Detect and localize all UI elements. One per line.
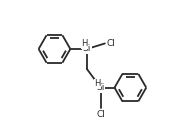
Text: Cl: Cl (96, 110, 105, 119)
Text: Si: Si (83, 44, 91, 54)
Text: Si: Si (97, 83, 105, 92)
Text: Cl: Cl (107, 39, 115, 48)
Text: H: H (81, 39, 88, 48)
Text: H: H (94, 79, 100, 88)
